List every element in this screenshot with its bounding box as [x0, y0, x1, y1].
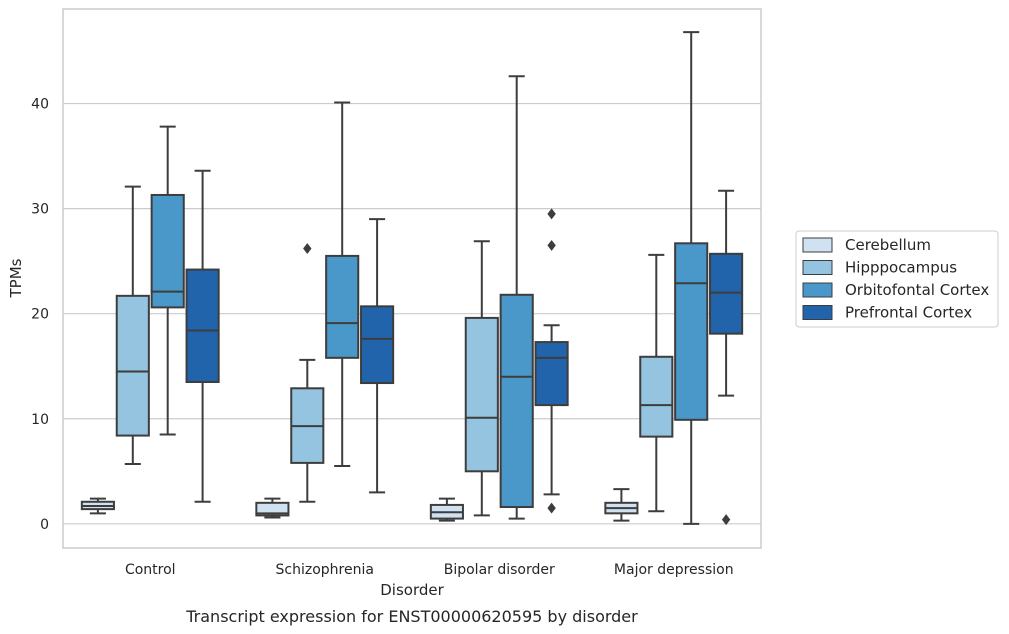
box-prefrontal-cortex	[185, 169, 220, 503]
outlier-point	[303, 243, 312, 255]
box-cerebellum	[255, 497, 290, 519]
box-prefrontal-cortex	[534, 208, 569, 514]
box-prefrontal-cortex	[360, 218, 395, 494]
y-axis-label: TPMs	[7, 258, 25, 298]
legend-swatch	[802, 282, 833, 298]
box-orbitofontal-cortex	[674, 31, 709, 525]
x-tick-label: Bipolar disorder	[444, 562, 555, 578]
legend-frame	[795, 230, 999, 328]
box-iqr	[255, 501, 290, 517]
outlier-point	[547, 502, 556, 514]
box-iqr	[464, 316, 499, 473]
box-iqr	[325, 254, 360, 359]
legend-swatch	[802, 305, 833, 320]
y-tick-label: 0	[40, 517, 49, 533]
box-iqr	[185, 268, 220, 383]
box-cerebellum	[429, 497, 464, 522]
legend-label: Orbitofontal Cortex	[845, 281, 989, 299]
box-iqr	[534, 341, 569, 407]
box-iqr	[639, 355, 674, 438]
legend-label: Prefrontal Cortex	[845, 304, 972, 322]
x-tick-label: Control	[125, 562, 176, 578]
outlier-point	[547, 239, 556, 251]
legend: Cerebellum Hipppocampus Orbitofontal Corte…	[795, 230, 999, 328]
chart-caption: Transcript expression for ENST0000062059…	[185, 607, 638, 626]
box-cerebellum	[80, 497, 115, 515]
legend-swatch	[802, 237, 833, 253]
box-iqr	[115, 294, 150, 437]
box-hipppocampus	[290, 243, 325, 503]
legend-label: Hipppocampus	[845, 259, 957, 277]
box-orbitofontal-cortex	[150, 125, 185, 436]
box-orbitofontal-cortex	[499, 75, 534, 520]
x-tick-labels: Control Schizophrenia Bipolar disorder Majo…	[125, 562, 734, 578]
y-tick-label: 20	[31, 307, 49, 323]
box-iqr	[709, 252, 744, 335]
legend-swatch	[802, 260, 833, 275]
box-orbitofontal-cortex	[325, 101, 360, 468]
box-iqr	[674, 242, 709, 421]
box-hipppocampus	[639, 253, 674, 513]
x-tick-label: Schizophrenia	[276, 562, 374, 578]
y-tick-label: 40	[31, 97, 49, 113]
x-tick-label: Major depression	[614, 562, 734, 578]
box-iqr	[150, 193, 185, 309]
y-tick-labels: 0 10 20 30 40	[31, 97, 49, 533]
box-hipppocampus	[115, 185, 150, 465]
box-hipppocampus	[464, 240, 499, 517]
outlier-point	[547, 208, 556, 220]
box-prefrontal-cortex	[709, 189, 744, 526]
x-axis-label: Disorder	[380, 581, 444, 599]
y-tick-label: 10	[31, 412, 49, 428]
box-plot-marks	[80, 31, 744, 526]
outlier-point	[721, 514, 731, 526]
box-iqr	[360, 305, 395, 385]
legend-label: Cerebellum	[845, 236, 931, 254]
box-cerebellum	[604, 488, 639, 522]
plot-frame	[62, 8, 762, 549]
box-iqr	[499, 293, 534, 509]
y-tick-label: 30	[31, 202, 49, 218]
